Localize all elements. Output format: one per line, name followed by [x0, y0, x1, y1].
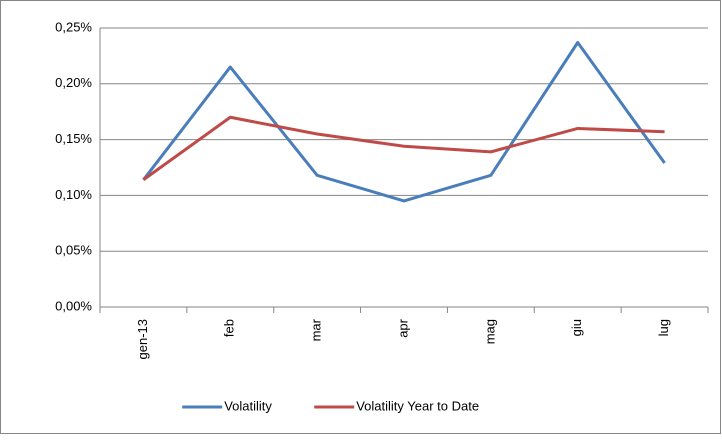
y-tick-label: 0,20%	[55, 75, 92, 90]
x-tick-label: gen-13	[135, 319, 150, 359]
y-tick-label: 0,05%	[55, 243, 92, 258]
y-tick-label: 0,10%	[55, 187, 92, 202]
line-series	[142, 41, 666, 203]
x-tick-label: feb	[222, 319, 237, 337]
x-tick-label: giu	[569, 319, 584, 336]
x-tick-label: apr	[395, 318, 410, 337]
legend-label: Volatility	[224, 398, 272, 413]
line-series	[142, 115, 665, 181]
x-tick-label: mar	[309, 318, 324, 341]
legend-label: Volatility Year to Date	[356, 398, 479, 413]
x-tick-label: mag	[482, 319, 497, 344]
y-tick-label: 0,00%	[55, 298, 92, 313]
x-tick-label: lug	[656, 319, 671, 336]
y-tick-label: 0,25%	[55, 19, 92, 34]
y-tick-label: 0,15%	[55, 131, 92, 146]
